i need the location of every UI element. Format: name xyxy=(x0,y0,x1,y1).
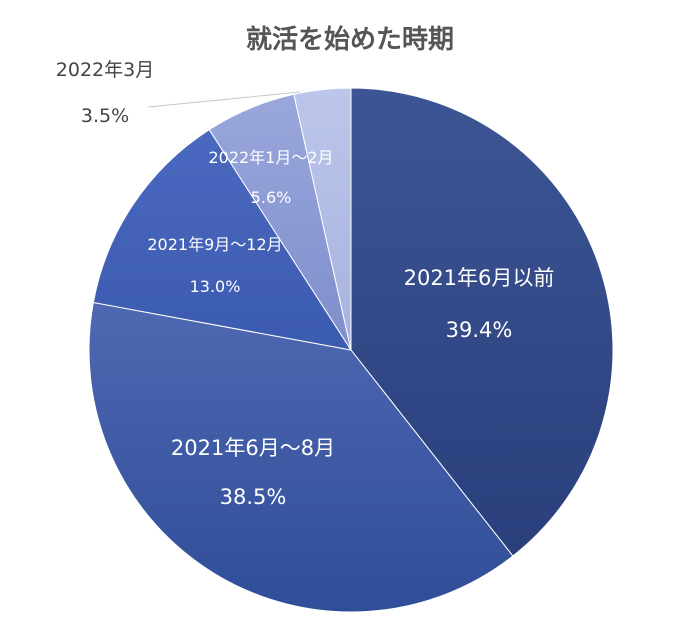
slice-label-category: 2021年9月～12月 xyxy=(147,235,282,254)
slice-label-percent: 5.6% xyxy=(251,188,292,207)
slice-label-category: 2022年3月 xyxy=(56,59,154,81)
slice-before-jun-2021 xyxy=(350,87,614,557)
slice-label-category: 2021年6月～8月 xyxy=(171,436,335,460)
slice-label-percent: 13.0% xyxy=(190,277,241,296)
slice-label-category: 2021年6月以前 xyxy=(404,266,555,290)
slice-sep-dec-2021 xyxy=(92,128,353,351)
slice-mar-2022 xyxy=(293,87,352,351)
slice-label-percent: 38.5% xyxy=(220,485,287,509)
chart-title: 就活を始めた時期 xyxy=(246,25,454,55)
slice-jun-aug-2021 xyxy=(88,301,514,613)
slice-label-category: 2022年1月～2月 xyxy=(208,148,333,167)
slice-label-percent: 3.5% xyxy=(81,105,129,127)
slice-label-percent: 39.4% xyxy=(446,318,513,342)
leader-line xyxy=(147,91,301,108)
